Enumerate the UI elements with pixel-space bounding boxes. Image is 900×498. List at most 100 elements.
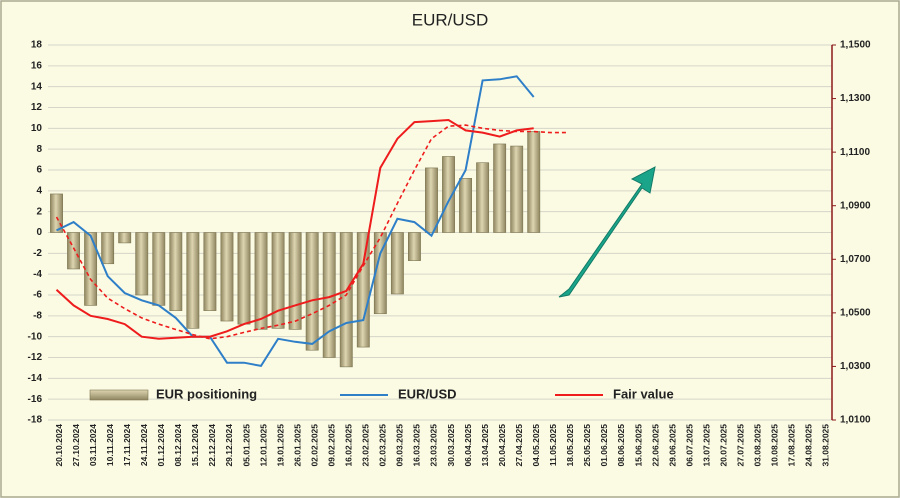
y-tick-label: 10 [31,123,43,134]
trend-line [55,124,568,340]
bar [186,232,200,329]
x-tick-label: 09.02.2025 [326,424,336,467]
x-tick-label: 02.02.2025 [309,424,319,467]
bar [152,232,166,306]
bar [203,232,217,311]
x-tick-label: 08.12.2024 [173,424,183,467]
x-tick-label: 24.11.2024 [139,424,149,466]
y2-tick-label: 1,1100 [840,147,870,158]
bar [476,162,490,233]
y-tick-label: -4 [33,269,42,280]
x-tick-label: 15.06.2025 [633,424,643,467]
y-tick-label: 6 [36,165,42,176]
x-tick-label: 01.12.2024 [156,424,166,467]
x-tick-label: 22.06.2025 [650,424,660,467]
x-tick-label: 31.08.2025 [821,424,831,467]
x-tick-label: 05.01.2025 [241,424,251,467]
x-tick-label: 03.08.2025 [753,424,763,467]
bar [510,145,524,233]
x-tick-label: 06.04.2025 [463,424,473,467]
x-tick-label: 19.01.2025 [275,424,285,467]
y-tick-label: -8 [33,310,42,321]
chart-title: EUR/USD [412,10,489,29]
bar [373,232,387,315]
x-tick-label: 27.04.2025 [514,424,524,467]
y-tick-label: -12 [28,352,43,363]
y-tick-label: -18 [28,415,43,426]
bar [50,193,63,233]
x-tick-label: 02.03.2025 [378,424,388,467]
x-tick-label: 27.10.2024 [71,424,81,467]
bar [118,232,132,244]
y-tick-label: -14 [28,373,43,384]
bar [339,232,353,368]
legend-label: EUR positioning [156,386,257,401]
y2-tick-label: 1,0900 [840,200,871,211]
x-tick-label: 13.07.2025 [701,424,711,467]
bar [67,232,81,270]
x-tick-label: 01.06.2025 [599,424,609,467]
bar [356,232,370,348]
bar [407,232,421,261]
y-tick-label: 8 [36,144,42,155]
x-tick-label: 29.12.2024 [224,424,234,467]
y2-tick-label: 1,0300 [840,361,871,372]
bar [135,232,149,296]
x-tick-label: 26.01.2025 [292,424,302,467]
x-tick-label: 10.11.2024 [105,424,115,466]
x-tick-label: 10.08.2025 [770,424,780,467]
x-tick-label: 08.06.2025 [616,424,626,467]
y-tick-label: 4 [36,185,42,196]
x-tick-label: 13.04.2025 [480,424,490,467]
x-tick-label: 12.01.2025 [258,424,268,467]
y-tick-label: 2 [36,206,42,217]
bar [288,232,302,330]
bar [493,143,507,233]
y-tick-label: 14 [31,81,43,92]
bar [271,232,285,329]
line [55,118,534,340]
x-tick-label: 30.03.2025 [446,424,456,467]
bar [390,232,404,295]
y2-tick-label: 1,0700 [840,254,871,265]
y-tick-label: -2 [33,248,42,259]
x-tick-label: 15.12.2024 [190,424,200,467]
x-tick-label: 29.06.2025 [667,424,677,467]
y2-tick-label: 1,1300 [840,93,871,104]
bar [527,131,541,233]
bar [305,232,319,351]
y-tick-label: 16 [31,60,43,71]
line [56,75,535,368]
x-tick-label: 25.05.2025 [582,424,592,467]
x-tick-label: 24.08.2025 [804,424,814,467]
x-tick-label: 16.02.2025 [344,424,354,467]
x-tick-label: 16.03.2025 [412,424,422,467]
x-tick-label: 17.11.2024 [122,424,132,466]
bar [101,232,115,265]
bar [237,232,251,325]
plot: -18 -16 -14 -12 -10 -8 -6 -4 -2 0 2 4 6 8 10 12 14 16 18 1,… [28,40,871,467]
y-tick-label: 18 [31,40,43,51]
y2-tick-label: 1,1500 [840,40,871,51]
x-tick-label: 23.02.2025 [361,424,371,467]
y2-tick-label: 1,0100 [840,415,871,426]
y2-tick-label: 1,0500 [840,307,871,318]
x-tick-label: 20.10.2024 [54,424,64,467]
bar [459,178,473,233]
x-tick-label: 22.12.2024 [207,424,217,467]
arrow [558,166,656,298]
bar [254,232,268,330]
legend-label: Fair value [613,386,674,401]
y-tick-label: 12 [31,102,43,113]
y-tick-label: -6 [33,290,42,301]
bar [169,232,183,311]
legend-swatch [89,389,149,401]
x-tick-label: 17.08.2025 [787,424,797,467]
legend-label: EUR/USD [398,386,457,401]
x-tick-label: 18.05.2025 [565,424,575,467]
x-tick-label: 09.03.2025 [395,424,405,467]
bar [425,167,438,233]
x-tick-label: 06.07.2025 [684,424,694,467]
x-tick-label: 11.05.2025 [548,424,558,466]
